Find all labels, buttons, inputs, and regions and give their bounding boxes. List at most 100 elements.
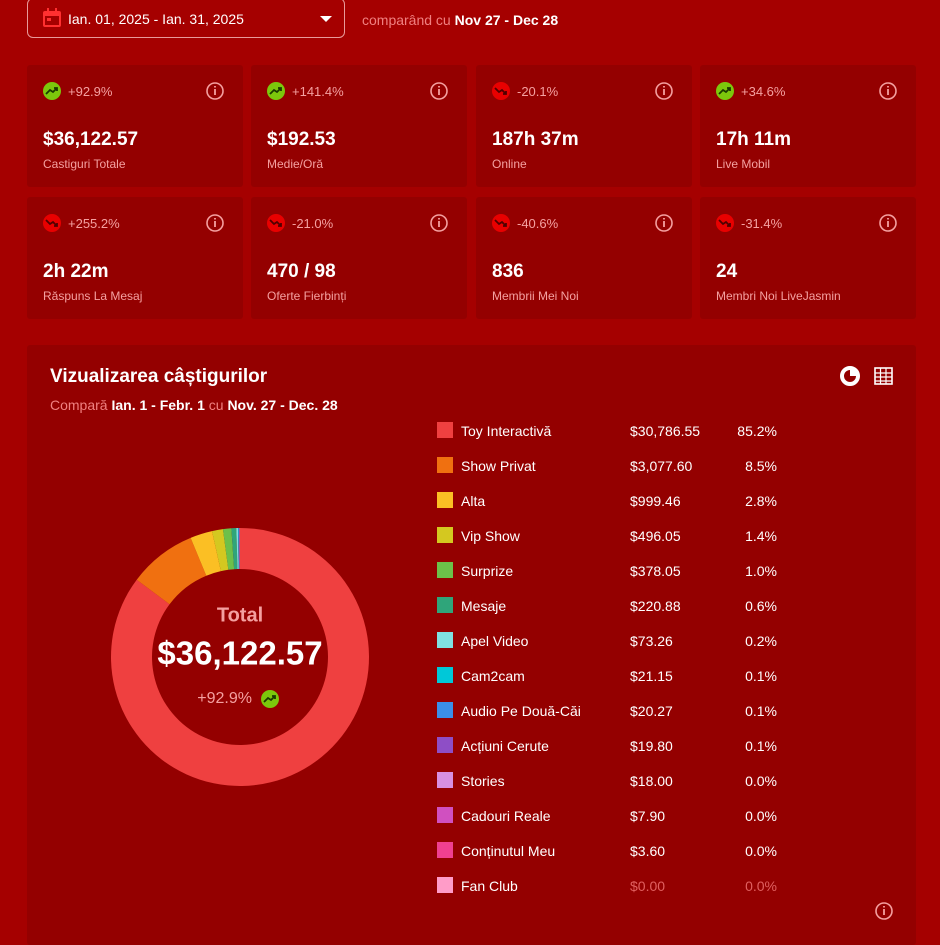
trend-icon	[260, 689, 280, 709]
legend-label: Show Privat	[461, 458, 536, 474]
stat-label: Castiguri Totale	[43, 157, 126, 171]
legend-amount: $220.88	[630, 598, 681, 614]
legend-share: 0.6%	[717, 598, 777, 614]
stat-change: -40.6%	[517, 216, 558, 231]
compare-line: comparând cu Nov 27 - Dec 28	[362, 12, 558, 28]
info-icon[interactable]	[873, 900, 895, 922]
stat-change: -21.0%	[292, 216, 333, 231]
stat-value: 2h 22m	[43, 261, 108, 283]
stat-change: +141.4%	[292, 84, 344, 99]
info-icon[interactable]	[653, 212, 675, 234]
trend-icon	[491, 213, 511, 233]
stat-label: Live Mobil	[716, 157, 770, 171]
legend-label: Vip Show	[461, 528, 520, 544]
stat-value: 17h 11m	[716, 129, 791, 151]
stat-value: 470 / 98	[267, 261, 336, 283]
legend-label: Fan Club	[461, 878, 518, 894]
legend-swatch	[437, 492, 453, 508]
legend-amount: $0.00	[630, 878, 665, 894]
chart-view-toggle[interactable]	[839, 365, 863, 387]
stat-value: $192.53	[267, 129, 336, 151]
legend-label: Surprize	[461, 563, 513, 579]
legend-swatch	[437, 562, 453, 578]
stat-change: +34.6%	[741, 84, 785, 99]
legend-share: 1.0%	[717, 563, 777, 579]
legend-share: 0.0%	[717, 843, 777, 859]
compare-range: Nov 27 - Dec 28	[455, 12, 559, 28]
legend-amount: $19.80	[630, 738, 673, 754]
info-icon[interactable]	[877, 212, 899, 234]
stat-label: Membrii Mei Noi	[492, 289, 579, 303]
stat-card: -21.0% 470 / 98 Oferte Fierbinți	[251, 197, 467, 319]
info-icon[interactable]	[653, 80, 675, 102]
info-icon[interactable]	[204, 80, 226, 102]
trend-icon	[491, 81, 511, 101]
dropdown-arrow	[320, 16, 332, 24]
trend-icon	[42, 213, 62, 233]
legend-swatch	[437, 737, 453, 753]
legend-amount: $3.60	[630, 843, 665, 859]
legend-swatch	[437, 772, 453, 788]
legend-swatch	[437, 422, 453, 438]
stat-label: Medie/Oră	[267, 157, 323, 171]
legend-swatch	[437, 702, 453, 718]
legend-swatch	[437, 807, 453, 823]
trend-icon	[715, 81, 735, 101]
stat-value: 836	[492, 261, 524, 283]
total-change: +92.9%	[197, 690, 252, 707]
legend-label: Cam2cam	[461, 668, 525, 684]
total-value: $36,122.57	[157, 635, 322, 672]
legend-swatch	[437, 667, 453, 683]
stat-label: Membri Noi LiveJasmin	[716, 289, 841, 303]
stat-label: Răspuns La Mesaj	[43, 289, 142, 303]
legend-amount: $378.05	[630, 563, 681, 579]
legend-share: 0.2%	[717, 633, 777, 649]
legend-share: 0.1%	[717, 738, 777, 754]
legend-swatch	[437, 527, 453, 543]
info-icon[interactable]	[204, 212, 226, 234]
info-icon[interactable]	[428, 212, 450, 234]
stat-change: +255.2%	[68, 216, 120, 231]
total-label: Total	[217, 604, 263, 626]
legend-swatch	[437, 457, 453, 473]
legend-amount: $3,077.60	[630, 458, 692, 474]
info-icon[interactable]	[428, 80, 450, 102]
legend-share: 8.5%	[717, 458, 777, 474]
legend-share: 0.1%	[717, 703, 777, 719]
legend-amount: $18.00	[630, 773, 673, 789]
legend-amount: $20.27	[630, 703, 673, 719]
stat-label: Oferte Fierbinți	[267, 289, 346, 303]
legend-label: Toy Interactivă	[461, 423, 551, 439]
date-dropdown[interactable]: Ian. 01, 2025 - Ian. 31, 2025	[27, 0, 345, 38]
date-range: Ian. 01, 2025 - Ian. 31, 2025	[68, 11, 244, 27]
legend-amount: $7.90	[630, 808, 665, 824]
stat-change: +92.9%	[68, 84, 112, 99]
legend-amount: $496.05	[630, 528, 681, 544]
legend-share: 0.0%	[717, 808, 777, 824]
legend-swatch	[437, 632, 453, 648]
stat-card: -40.6% 836 Membrii Mei Noi	[476, 197, 692, 319]
stat-label: Online	[492, 157, 527, 171]
stat-value: 24	[716, 261, 737, 283]
legend-swatch	[437, 597, 453, 613]
legend-label: Stories	[461, 773, 505, 789]
legend-swatch	[437, 842, 453, 858]
legend-label: Cadouri Reale	[461, 808, 551, 824]
info-icon[interactable]	[877, 80, 899, 102]
legend-share: 2.8%	[717, 493, 777, 509]
compare-prefix: comparând cu	[362, 12, 451, 28]
legend-share: 0.0%	[717, 878, 777, 894]
legend-swatch	[437, 877, 453, 893]
legend-label: Apel Video	[461, 633, 528, 649]
donut-chart: Total $36,122.57 +92.9%	[27, 345, 427, 945]
legend-amount: $30,786.55	[630, 423, 700, 439]
legend-share: 0.0%	[717, 773, 777, 789]
trend-icon	[715, 213, 735, 233]
legend-label: Alta	[461, 493, 485, 509]
calendar-icon	[42, 8, 62, 28]
table-view-toggle[interactable]	[873, 365, 895, 387]
stat-card: +141.4% $192.53 Medie/Oră	[251, 65, 467, 187]
legend-share: 85.2%	[717, 423, 777, 439]
